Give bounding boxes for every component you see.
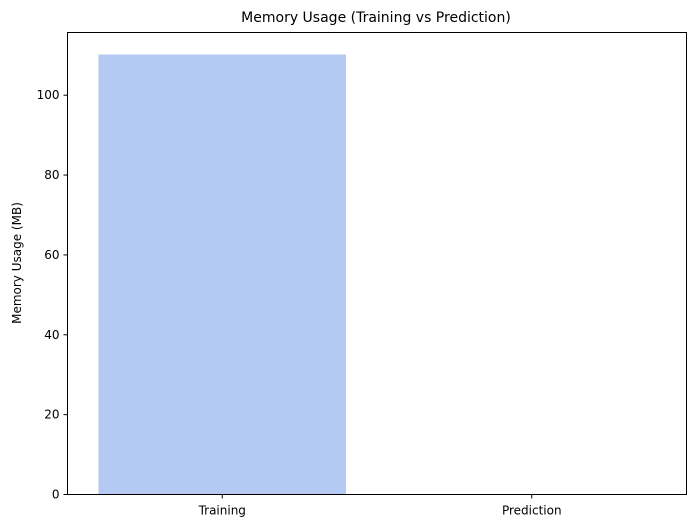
bar-training	[98, 54, 347, 495]
y-tick-label: 0	[52, 488, 60, 502]
y-tick-label: 100	[37, 88, 60, 102]
y-axis-label: Memory Usage (MB)	[10, 202, 24, 324]
bars-group	[98, 54, 656, 495]
x-tick-label: Prediction	[502, 504, 562, 518]
chart-title: Memory Usage (Training vs Prediction)	[241, 10, 511, 26]
y-tick-label: 60	[44, 248, 59, 262]
y-tick-label: 80	[44, 168, 59, 182]
x-tick-label: Training	[198, 504, 246, 518]
y-tick-label: 40	[44, 328, 59, 342]
y-tick-label: 20	[44, 408, 59, 422]
plot-frame	[67, 32, 687, 495]
x-ticks-group: Training Prediction	[198, 494, 562, 518]
y-ticks-group: 0 20 40 60 80 100	[37, 88, 68, 502]
